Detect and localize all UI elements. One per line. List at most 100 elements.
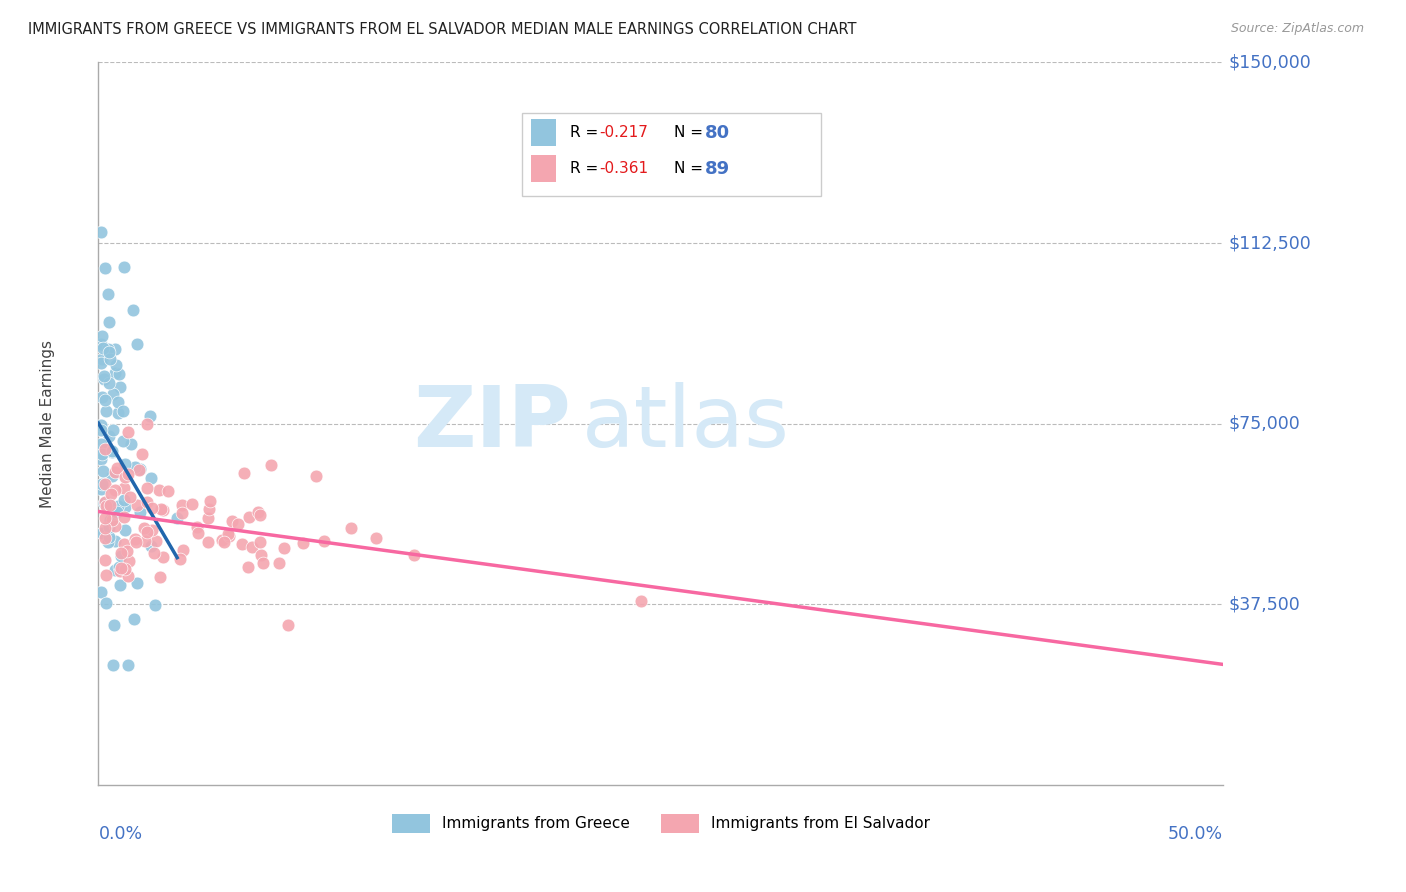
Point [139, 539, 162, 553]
Point [138, 409, 160, 423]
Point [94, 403, 117, 417]
Point [166, 511, 188, 525]
Point [114, 458, 136, 472]
Point [105, 359, 128, 373]
Point [101, 657, 124, 672]
Point [169, 552, 191, 566]
Point [90, 444, 112, 458]
Point [93, 496, 115, 510]
Point [249, 508, 271, 522]
Point [104, 563, 127, 577]
Text: atlas: atlas [582, 382, 790, 466]
Point [214, 534, 236, 549]
Point [90, 423, 112, 437]
Point [172, 542, 194, 557]
Point [90, 336, 112, 351]
Point [93, 372, 115, 386]
Point [101, 513, 124, 527]
Point [107, 560, 129, 574]
Point [249, 535, 271, 549]
Point [97, 343, 120, 357]
Point [156, 483, 179, 498]
Point [104, 342, 127, 356]
Point [97, 287, 120, 301]
Point [132, 521, 155, 535]
Point [91, 526, 114, 541]
Point [114, 562, 136, 576]
Point [90, 584, 112, 599]
Point [101, 444, 124, 458]
Point [122, 303, 145, 318]
Point [172, 498, 194, 512]
Point [145, 598, 167, 612]
Point [143, 546, 166, 560]
Point [170, 507, 193, 521]
Text: -0.361: -0.361 [599, 161, 648, 176]
Point [94, 495, 117, 509]
Point [96, 567, 118, 582]
Point [135, 495, 157, 509]
Point [231, 537, 253, 551]
Point [98, 351, 121, 366]
Text: 89: 89 [704, 160, 730, 178]
Point [107, 406, 129, 420]
Point [90, 225, 112, 239]
Point [100, 487, 122, 501]
Text: R =: R = [569, 161, 603, 176]
Point [141, 523, 163, 537]
FancyBboxPatch shape [531, 155, 557, 182]
Text: 0.0%: 0.0% [98, 825, 142, 843]
Point [108, 367, 131, 381]
Point [236, 560, 259, 574]
Point [141, 501, 163, 516]
Point [90, 418, 112, 433]
Point [149, 570, 172, 584]
Point [90, 436, 112, 450]
Point [94, 442, 117, 457]
Point [112, 536, 135, 550]
Point [124, 532, 146, 546]
Point [112, 434, 135, 449]
Point [91, 329, 114, 343]
Text: $150,000: $150,000 [1229, 54, 1312, 71]
Point [110, 546, 132, 560]
Point [252, 557, 274, 571]
Point [226, 516, 249, 531]
Text: IMMIGRANTS FROM GREECE VS IMMIGRANTS FROM EL SALVADOR MEDIAN MALE EARNINGS CORRE: IMMIGRANTS FROM GREECE VS IMMIGRANTS FRO… [28, 22, 856, 37]
Point [120, 437, 142, 451]
Text: R =: R = [569, 125, 603, 140]
Point [107, 499, 129, 513]
Point [94, 531, 117, 545]
Point [135, 417, 157, 431]
Point [108, 578, 131, 592]
Point [127, 337, 149, 351]
Point [148, 483, 170, 497]
Point [152, 549, 174, 564]
Point [114, 470, 136, 484]
Point [98, 513, 121, 527]
Point [97, 496, 120, 510]
Point [125, 576, 148, 591]
Point [240, 541, 263, 555]
Point [117, 425, 139, 439]
Point [94, 553, 117, 567]
Point [114, 524, 136, 538]
Point [247, 505, 270, 519]
Point [93, 260, 115, 275]
Text: -0.217: -0.217 [599, 125, 648, 140]
Point [94, 511, 117, 525]
Point [110, 564, 132, 578]
Point [94, 392, 117, 407]
Text: 50.0%: 50.0% [1168, 825, 1223, 843]
Point [104, 367, 127, 381]
Point [98, 376, 121, 390]
Point [112, 404, 135, 418]
Point [104, 534, 127, 549]
Point [90, 447, 112, 461]
Point [90, 390, 112, 404]
Point [91, 477, 114, 491]
Point [96, 535, 118, 549]
Point [125, 498, 148, 512]
Point [277, 618, 299, 632]
Point [90, 356, 112, 370]
